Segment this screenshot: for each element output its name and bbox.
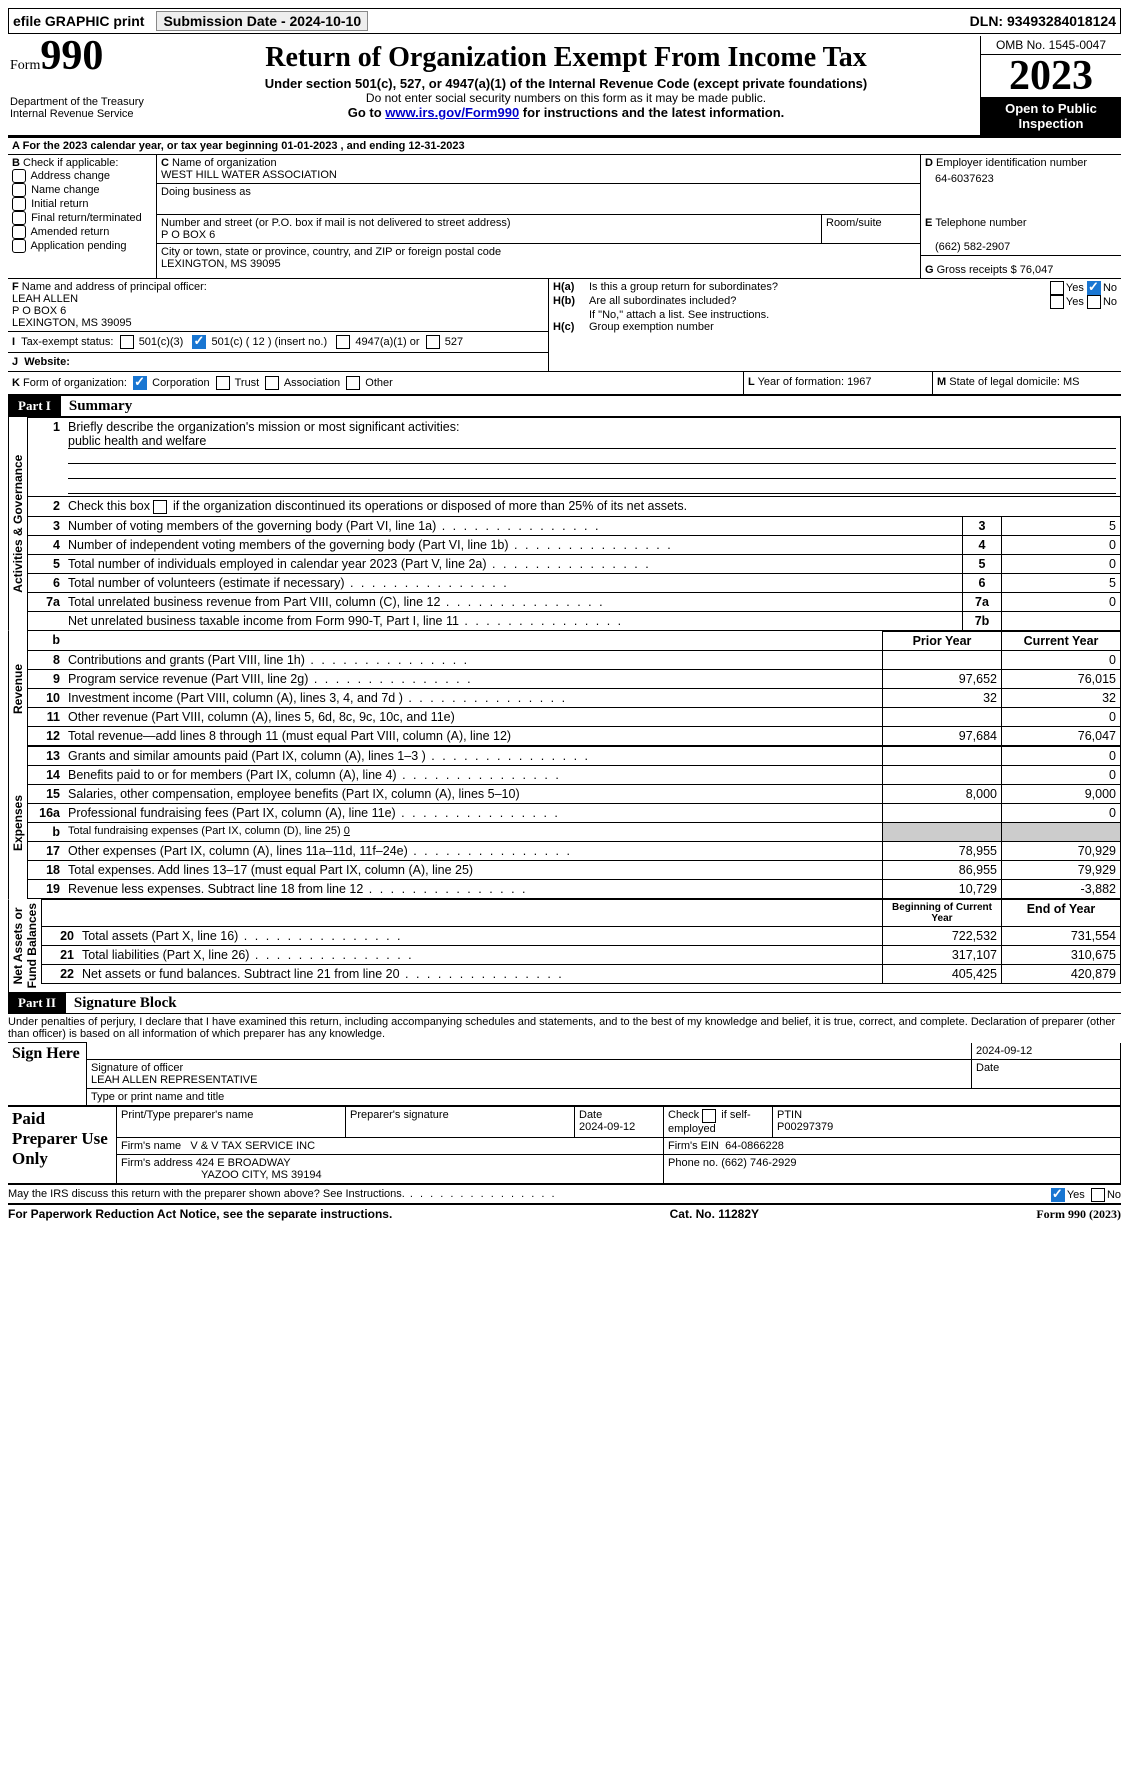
irs-link[interactable]: www.irs.gov/Form990 — [385, 105, 519, 120]
form-header: Form990 Department of the Treasury Inter… — [8, 36, 1121, 138]
year-formation: L Year of formation: 1967 — [744, 372, 933, 394]
paid-preparer-label: Paid Preparer Use Only — [8, 1106, 117, 1183]
cb-discontinued[interactable] — [153, 500, 167, 514]
subtitle-1: Under section 501(c), 527, or 4947(a)(1)… — [160, 76, 972, 91]
side-expenses: Expenses — [8, 746, 27, 899]
discuss-row: May the IRS discuss this return with the… — [8, 1184, 1121, 1203]
dept-treasury: Department of the Treasury — [10, 96, 150, 108]
side-revenue: Revenue — [8, 631, 27, 746]
org-name-cell: C Name of organizationWEST HILL WATER AS… — [157, 155, 920, 184]
dln: DLN: 93493284018124 — [970, 13, 1116, 29]
cb-address-change[interactable] — [12, 169, 26, 183]
sign-here-label: Sign Here — [8, 1043, 87, 1106]
cb-assoc[interactable] — [265, 376, 279, 390]
form-of-org: K Form of organization: Corporation Trus… — [8, 372, 744, 394]
principal-officer: F Name and address of principal officer:… — [8, 279, 548, 331]
cb-self-employed[interactable] — [702, 1109, 716, 1123]
cb-final-return[interactable] — [12, 211, 26, 225]
form-title: Return of Organization Exempt From Incom… — [160, 42, 972, 74]
tax-exempt-status: I Tax-exempt status: 501(c)(3) 501(c) ( … — [8, 331, 548, 352]
paid-preparer-table: Paid Preparer Use Only Print/Type prepar… — [8, 1106, 1121, 1184]
perjury-declaration: Under penalties of perjury, I declare th… — [8, 1014, 1121, 1042]
h-a: H(a)Is this a group return for subordina… — [549, 279, 1121, 335]
subtitle-3: Go to www.irs.gov/Form990 for instructio… — [160, 105, 972, 120]
cb-4947[interactable] — [336, 335, 350, 349]
ein-cell: D Employer identification number 64-6037… — [920, 155, 1121, 215]
cb-corp[interactable] — [133, 376, 147, 390]
summary-expenses: 13Grants and similar amounts paid (Part … — [27, 746, 1121, 899]
signature-table: Sign Here 2024-09-12 Signature of office… — [8, 1042, 1121, 1106]
room-cell: Room/suite — [821, 215, 920, 243]
cb-amended-return[interactable] — [12, 225, 26, 239]
top-bar: efile GRAPHIC print Submission Date - 20… — [8, 8, 1121, 34]
cb-527[interactable] — [426, 335, 440, 349]
website-row: J Website: — [8, 352, 548, 371]
cb-name-change[interactable] — [12, 183, 26, 197]
open-to-public: Open to Public Inspection — [981, 97, 1121, 135]
side-activities: Activities & Governance — [8, 417, 27, 631]
state-domicile: M State of legal domicile: MS — [933, 372, 1121, 394]
cb-hb-no[interactable] — [1087, 295, 1101, 309]
cb-initial-return[interactable] — [12, 197, 26, 211]
cb-trust[interactable] — [216, 376, 230, 390]
cb-ha-yes[interactable] — [1050, 281, 1064, 295]
cb-501c3[interactable] — [120, 335, 134, 349]
line-a: A For the 2023 calendar year, or tax yea… — [8, 138, 1121, 155]
irs-label: Internal Revenue Service — [10, 108, 150, 120]
part2-header: Part IISignature Block — [8, 992, 1121, 1014]
cb-hb-yes[interactable] — [1050, 295, 1064, 309]
cb-discuss-yes[interactable] — [1051, 1188, 1065, 1202]
city-cell: City or town, state or province, country… — [157, 244, 920, 272]
line2-text: Check this box if the organization disco… — [68, 499, 687, 513]
gross-receipts: G Gross receipts $ 76,047 — [921, 256, 1121, 278]
cb-ha-no[interactable] — [1087, 281, 1101, 295]
section-b: B Check if applicable: Address change Na… — [8, 155, 157, 278]
tax-year: 2023 — [981, 55, 1121, 97]
submission-date: Submission Date - 2024-10-10 — [156, 11, 368, 31]
summary-governance: 1 Briefly describe the organization's mi… — [27, 417, 1121, 631]
form-number: Form990 — [10, 40, 150, 74]
street-cell: Number and street (or P.O. box if mail i… — [157, 215, 821, 243]
cb-application-pending[interactable] — [12, 239, 26, 253]
phone-cell: E Telephone number(662) 582-2907 — [921, 215, 1121, 256]
page-footer: For Paperwork Reduction Act Notice, see … — [8, 1203, 1121, 1222]
cb-discuss-no[interactable] — [1091, 1188, 1105, 1202]
subtitle-2: Do not enter social security numbers on … — [160, 91, 972, 105]
summary-netassets: Beginning of Current YearEnd of Year 20T… — [41, 899, 1121, 984]
cb-other[interactable] — [346, 376, 360, 390]
summary-revenue: bPrior YearCurrent Year 8Contributions a… — [27, 631, 1121, 746]
efile-label: efile GRAPHIC print — [13, 13, 144, 29]
cb-501c[interactable] — [192, 335, 206, 349]
dba-cell: Doing business as — [157, 184, 920, 215]
part1-header: Part ISummary — [8, 395, 1121, 417]
side-netassets: Net Assets or Fund Balances — [8, 899, 41, 992]
